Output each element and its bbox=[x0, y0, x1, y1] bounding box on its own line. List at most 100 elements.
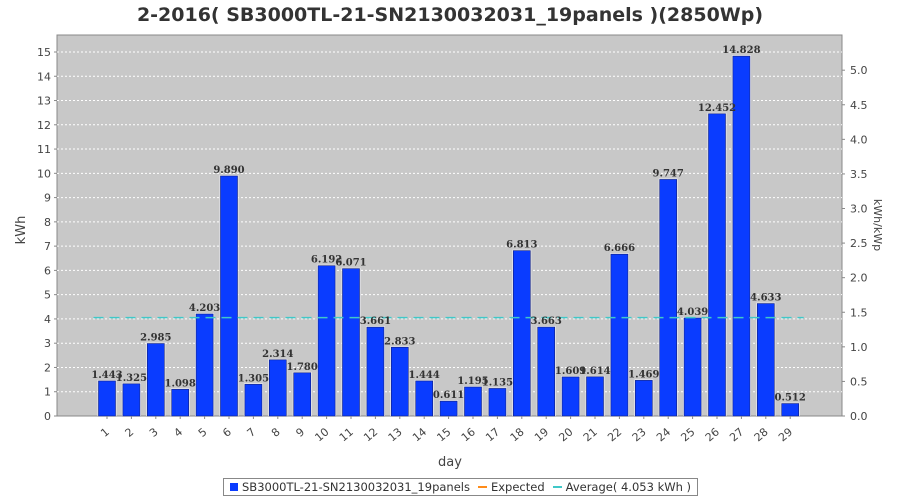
data-label: 1.305 bbox=[238, 373, 269, 384]
y-tick-label: 11 bbox=[37, 143, 51, 156]
y-tick-label: 4 bbox=[44, 313, 51, 326]
data-label: 1.614 bbox=[579, 366, 610, 377]
y-tick-label: 15 bbox=[37, 46, 51, 59]
y-tick-label-right: 1.5 bbox=[850, 306, 868, 319]
y-tick-label: 6 bbox=[44, 264, 51, 277]
x-tick-label: 18 bbox=[508, 425, 527, 444]
x-tick-label: 4 bbox=[171, 425, 185, 439]
x-tick-label: 9 bbox=[293, 425, 307, 439]
data-label: 1.780 bbox=[287, 362, 318, 373]
y-tick-label: 0 bbox=[44, 410, 51, 423]
bar bbox=[708, 113, 726, 417]
y-tick-label-right: 0.0 bbox=[850, 410, 868, 423]
gridlines bbox=[57, 51, 842, 393]
data-label: 1.325 bbox=[116, 373, 147, 384]
y-tick-label-right: 4.5 bbox=[850, 99, 868, 112]
data-label: 3.661 bbox=[360, 316, 391, 327]
x-tick-label: 26 bbox=[703, 425, 722, 444]
x-tick-label: 2 bbox=[123, 425, 137, 439]
data-label: 1.443 bbox=[91, 370, 122, 381]
legend-swatch-average bbox=[552, 486, 562, 488]
bar bbox=[464, 386, 482, 417]
legend-item-average: Average( 4.053 kWh ) bbox=[552, 480, 692, 494]
bar bbox=[317, 265, 336, 417]
bar bbox=[342, 268, 360, 417]
y-tick-label-right: 1.0 bbox=[850, 341, 868, 354]
bar bbox=[439, 400, 458, 417]
data-label: 1.098 bbox=[165, 378, 196, 389]
bar bbox=[390, 346, 409, 417]
data-label: 3.663 bbox=[531, 316, 562, 327]
bar bbox=[756, 303, 775, 417]
bar bbox=[293, 372, 312, 417]
data-label: 9.747 bbox=[653, 168, 684, 179]
x-tick-label: 6 bbox=[220, 425, 234, 439]
y-axis-label-right: kWh/kWp bbox=[871, 199, 884, 251]
x-tick-label: 23 bbox=[630, 425, 649, 444]
y-tick-label-right: 2.0 bbox=[850, 272, 868, 285]
bar bbox=[488, 388, 507, 417]
data-label: 9.890 bbox=[213, 165, 244, 176]
data-label: 1.469 bbox=[628, 369, 659, 380]
data-label: 1.195 bbox=[457, 376, 488, 387]
data-label: 0.512 bbox=[775, 393, 806, 404]
x-tick-label: 17 bbox=[483, 425, 502, 444]
x-tick-label: 28 bbox=[752, 425, 771, 444]
legend-label-series: SB3000TL-21-SN2130032031_19panels bbox=[242, 480, 470, 494]
data-label: 12.452 bbox=[698, 103, 736, 114]
y-ticks-right: 0.0 0.5 1.0 1.5 2.0 2.5 3.0 3.5 4.0 4.5 5.0 bbox=[842, 64, 868, 423]
x-tick-label: 7 bbox=[245, 425, 259, 439]
bar bbox=[634, 380, 653, 417]
y-tick-label-right: 5.0 bbox=[850, 64, 868, 77]
bar bbox=[586, 376, 604, 417]
data-label: 4.203 bbox=[189, 303, 220, 314]
bars bbox=[97, 55, 800, 417]
legend-swatch-series bbox=[230, 483, 238, 491]
x-tick-label: 1 bbox=[98, 425, 112, 439]
bar bbox=[98, 380, 116, 417]
y-tick-label: 5 bbox=[44, 289, 51, 302]
legend-swatch-expected bbox=[477, 486, 487, 488]
y-tick-label-right: 3.5 bbox=[850, 168, 868, 181]
chart-title: 2-2016( SB3000TL-21-SN2130032031_19panel… bbox=[137, 4, 763, 26]
y-axis-label: kWh bbox=[14, 216, 29, 245]
y-tick-label: 1 bbox=[44, 386, 51, 399]
y-tick-label: 2 bbox=[44, 361, 51, 374]
x-tick-label: 12 bbox=[361, 425, 380, 444]
y-tick-label: 10 bbox=[37, 167, 51, 180]
x-tick-label: 29 bbox=[776, 425, 795, 444]
bar bbox=[512, 250, 531, 417]
x-tick-label: 20 bbox=[556, 425, 575, 444]
y-tick-label: 7 bbox=[44, 240, 51, 253]
x-tick-label: 21 bbox=[581, 425, 600, 444]
data-label: 14.828 bbox=[722, 45, 760, 56]
bar bbox=[244, 384, 263, 417]
y-tick-label: 13 bbox=[37, 95, 51, 108]
data-label: 4.039 bbox=[677, 307, 708, 318]
y-tick-label: 3 bbox=[44, 337, 51, 350]
bar bbox=[122, 383, 141, 417]
x-tick-label: 16 bbox=[459, 425, 478, 444]
legend-label-average: Average( 4.053 kWh ) bbox=[565, 480, 692, 494]
data-label: 4.633 bbox=[750, 293, 781, 304]
legend: SB3000TL-21-SN2130032031_19panels Expect… bbox=[223, 478, 699, 496]
data-label: 6.813 bbox=[506, 240, 537, 251]
bar bbox=[561, 376, 580, 417]
bar bbox=[781, 403, 800, 417]
y-tick-label: 9 bbox=[44, 192, 51, 205]
bar bbox=[683, 317, 702, 417]
data-label: 2.314 bbox=[262, 349, 293, 360]
bar bbox=[147, 343, 165, 417]
legend-item-series: SB3000TL-21-SN2130032031_19panels bbox=[230, 480, 470, 494]
data-label: 6.666 bbox=[604, 243, 635, 254]
x-tick-label: 3 bbox=[147, 425, 161, 439]
x-tick-label: 15 bbox=[434, 425, 453, 444]
bar bbox=[268, 359, 287, 417]
y-tick-label-right: 2.5 bbox=[850, 237, 868, 250]
data-label: 1.609 bbox=[555, 366, 586, 377]
x-tick-label: 11 bbox=[337, 425, 356, 444]
data-label: 1.444 bbox=[409, 370, 440, 381]
